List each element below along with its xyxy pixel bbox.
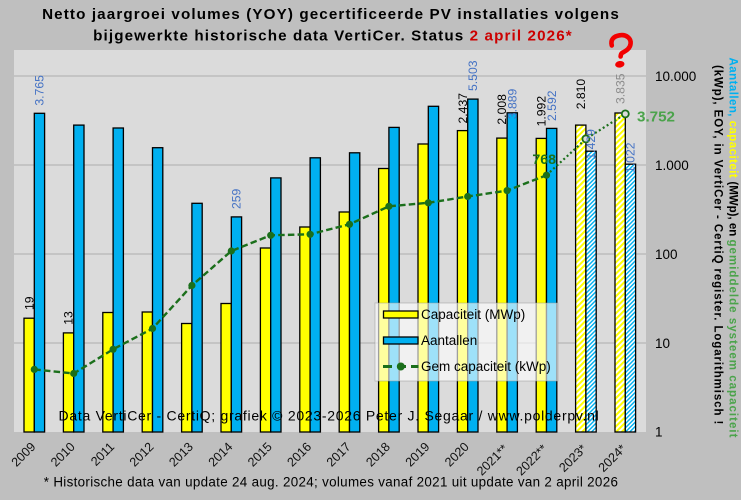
svg-text:1: 1 bbox=[655, 424, 663, 439]
svg-text:Capaciteit (MWp): Capaciteit (MWp) bbox=[421, 307, 525, 322]
svg-text:3.765: 3.765 bbox=[33, 75, 47, 106]
svg-text:1.429: 1.429 bbox=[584, 129, 598, 160]
svg-text:Aantallen: Aantallen bbox=[421, 333, 477, 348]
svg-text:1.000: 1.000 bbox=[655, 158, 689, 173]
svg-text:259: 259 bbox=[230, 188, 244, 209]
svg-text:2.810: 2.810 bbox=[574, 79, 588, 110]
svg-text:(kWp), EOY, in VertiCer - Cert: (kWp), EOY, in VertiCer - CertiQ registe… bbox=[712, 65, 724, 425]
svg-text:5.503: 5.503 bbox=[466, 60, 480, 91]
svg-text:3.752: 3.752 bbox=[637, 109, 675, 126]
svg-text:Netto jaargroei volumes (YOY): Netto jaargroei volumes (YOY) gecertific… bbox=[42, 6, 620, 23]
svg-text:19: 19 bbox=[22, 296, 36, 310]
svg-text:768: 768 bbox=[532, 152, 556, 168]
svg-text:3.835: 3.835 bbox=[613, 73, 627, 104]
svg-text:1.992: 1.992 bbox=[535, 96, 549, 127]
svg-text:Data VertiCer - CertiQ; grafi: Data VertiCer - CertiQ; grafiek © 2023-2… bbox=[59, 408, 600, 424]
svg-text:bijgewerkte historische data: bijgewerkte historische data VertiCer. S… bbox=[93, 28, 573, 45]
svg-text:Gem capaciteit (kWp): Gem capaciteit (kWp) bbox=[421, 359, 551, 374]
svg-text:10: 10 bbox=[655, 336, 670, 351]
svg-text:1.022: 1.022 bbox=[624, 142, 638, 173]
svg-text:100: 100 bbox=[655, 247, 678, 262]
svg-text:13: 13 bbox=[62, 311, 76, 325]
svg-text:2.008: 2.008 bbox=[495, 94, 509, 125]
svg-text:2.592: 2.592 bbox=[545, 90, 559, 121]
svg-text:Aantallen, capaciteit (MWp), e: Aantallen, capaciteit (MWp), en gemiddel… bbox=[727, 58, 739, 439]
svg-text:10.000: 10.000 bbox=[655, 69, 696, 84]
svg-text:2.437: 2.437 bbox=[456, 93, 470, 124]
svg-text:3.889: 3.889 bbox=[506, 88, 520, 119]
svg-text:* Historische data van update: * Historische data van update 24 aug. 20… bbox=[44, 475, 618, 490]
